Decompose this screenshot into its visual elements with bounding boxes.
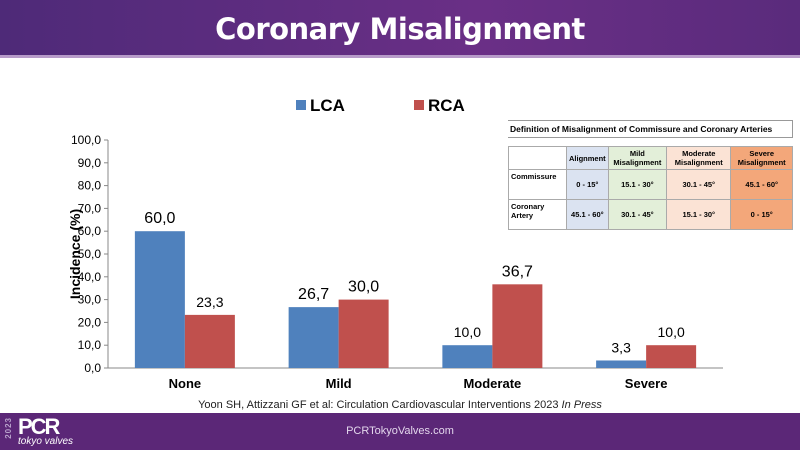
x-tick-label: Severe <box>625 376 668 391</box>
table-cell: 0 - 15° <box>566 169 609 200</box>
column-header: Mild Misalignment <box>607 146 668 170</box>
table-cell: 30.1 - 45° <box>607 199 668 230</box>
data-label: 10,0 <box>454 324 481 340</box>
bar-chart: 0,0 10,0 20,0 30,0 40,0 50,0 60,0 70,0 80,0 90,0 1… <box>67 96 723 391</box>
logo-pcr: PCR <box>18 414 60 439</box>
citation-text: Yoon SH, Attizzani GF et al: Circulation… <box>198 399 562 411</box>
x-tick-label: Moderate <box>463 376 521 391</box>
slide-footer: 2023 PCR tokyo valves PCRTokyoValves.com <box>0 413 800 450</box>
y-tick-label: 30,0 <box>78 293 102 307</box>
bar-rca <box>338 299 389 368</box>
y-tick-label: 10,0 <box>78 338 102 352</box>
legend-swatch-lca <box>296 100 306 110</box>
bar-lca <box>442 345 493 368</box>
table-cell: 15.1 - 30° <box>607 169 668 200</box>
x-tick-label: None <box>169 376 202 391</box>
footer-website: PCRTokyoValves.com <box>346 425 454 437</box>
citation-italic: In Press <box>561 399 602 411</box>
definition-table: Definition of Misalignment of Commissure… <box>508 120 793 230</box>
bar-rca <box>492 284 543 368</box>
legend-swatch-rca <box>414 100 424 110</box>
column-header: Severe Misalignment <box>730 146 793 170</box>
legend-label-rca: RCA <box>428 96 465 115</box>
row-label: Coronary Artery <box>508 199 567 230</box>
data-label: 30,0 <box>348 279 379 296</box>
table-cell: 30.1 - 45° <box>666 169 732 200</box>
y-tick-label: 100,0 <box>71 133 101 147</box>
slide-header: Coronary Misalignment <box>0 0 800 58</box>
y-tick-label: 70,0 <box>78 201 102 215</box>
data-label: 3,3 <box>611 339 631 355</box>
data-label: 23,3 <box>196 294 223 310</box>
y-tick-label: 90,0 <box>78 156 102 170</box>
data-label: 10,0 <box>658 324 685 340</box>
y-tick-label: 20,0 <box>78 315 102 329</box>
y-tick-label: 50,0 <box>78 247 102 261</box>
data-label: 60,0 <box>144 210 175 227</box>
y-axis-label: Incidence (%) <box>67 209 83 299</box>
bar-lca <box>596 360 647 368</box>
data-label: 36,7 <box>502 263 533 280</box>
y-tick-label: 80,0 <box>78 179 102 193</box>
logo-sub: tokyo valves <box>18 436 74 447</box>
slide-title: Coronary Misalignment <box>215 12 585 46</box>
bar-rca <box>646 345 697 368</box>
x-tick-label: Mild <box>326 376 352 391</box>
bar-lca <box>134 231 185 368</box>
table-cell: 15.1 - 30° <box>666 199 732 230</box>
data-label: 26,7 <box>298 286 329 303</box>
corner-cell <box>508 146 567 170</box>
bar-lca <box>288 307 339 368</box>
table-cell: 0 - 15° <box>730 199 793 230</box>
y-tick-label: 0,0 <box>84 361 101 375</box>
bar-rca <box>184 314 235 368</box>
column-header: Alignment <box>566 146 609 170</box>
definition-table-title: Definition of Misalignment of Commissure… <box>508 120 793 138</box>
citation: Yoon SH, Attizzani GF et al: Circulation… <box>0 399 800 411</box>
table-cell: 45.1 - 60° <box>730 169 793 200</box>
y-tick-label: 40,0 <box>78 270 102 284</box>
column-header: Moderate Misalignment <box>666 146 732 170</box>
row-label: Commissure <box>508 169 567 200</box>
legend-label-lca: LCA <box>310 96 345 115</box>
table-cell: 45.1 - 60° <box>566 199 609 230</box>
y-tick-label: 60,0 <box>78 224 102 238</box>
